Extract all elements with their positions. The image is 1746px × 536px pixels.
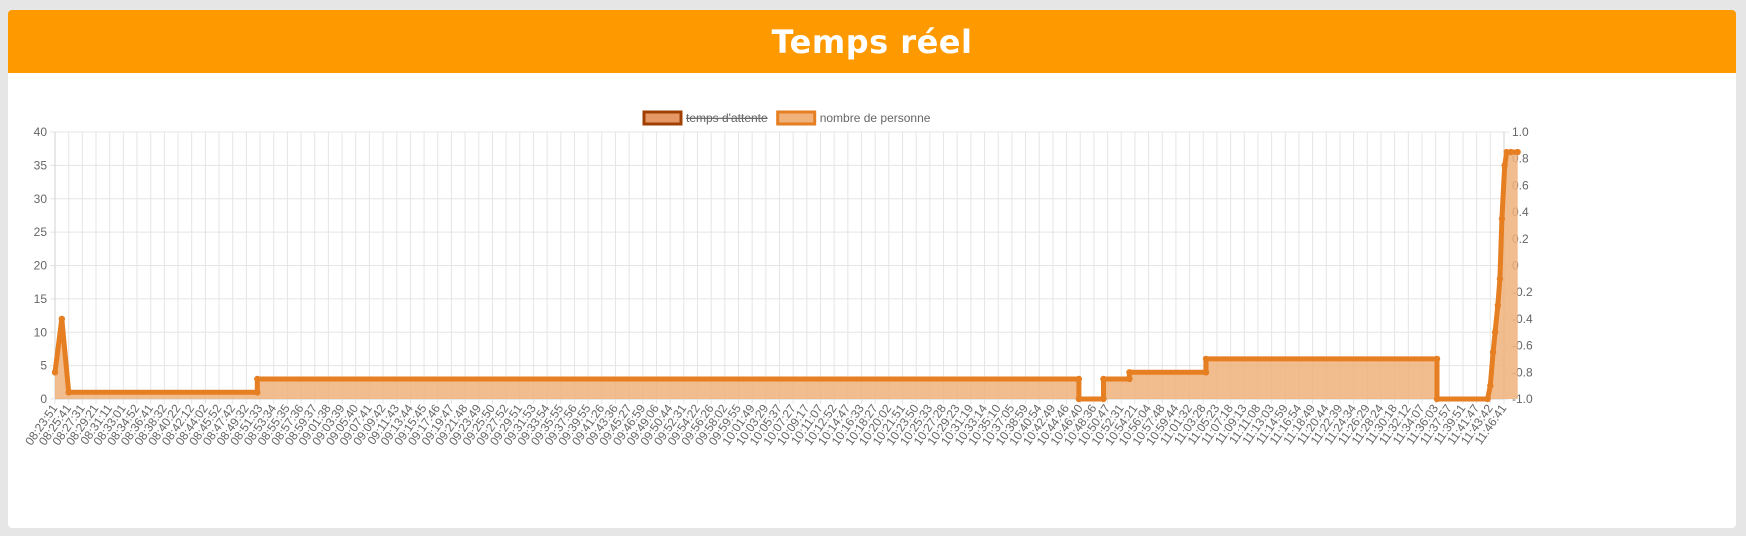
data-point[interactable] — [51, 369, 59, 376]
data-point[interactable] — [1433, 395, 1441, 403]
data-point[interactable] — [1501, 162, 1508, 169]
data-point[interactable] — [1498, 215, 1506, 222]
y-right-tick-label: 1.0 — [1512, 125, 1529, 139]
y-left-tick-label: 30 — [34, 192, 48, 206]
card-header: Temps réel — [8, 10, 1736, 73]
data-point[interactable] — [1484, 395, 1491, 403]
series-area-fill — [55, 152, 1518, 399]
legend-label-temps-attente[interactable]: temps d'attente — [686, 111, 768, 125]
data-point[interactable] — [1507, 148, 1515, 156]
y-left-tick-label: 20 — [34, 259, 48, 273]
legend-label-nombre-personne[interactable]: nombre de personne — [820, 111, 931, 125]
chart-card: Temps réel 0 5 10 15 20 25 30 35 40 -1.0 -0.8 -0.6-… — [8, 10, 1736, 528]
data-point[interactable] — [1126, 369, 1133, 376]
data-point[interactable] — [1487, 382, 1494, 389]
data-point[interactable] — [1489, 349, 1497, 356]
data-point[interactable] — [1100, 375, 1107, 383]
data-point[interactable] — [58, 315, 66, 323]
y-left-tick-label: 35 — [34, 158, 48, 172]
legend-swatch-nombre-personne[interactable] — [776, 110, 817, 126]
y-left-tick-label: 10 — [34, 325, 48, 339]
y-left-tick-label: 25 — [34, 225, 48, 239]
data-point[interactable] — [1514, 148, 1521, 156]
y-left-tick-label: 5 — [40, 359, 47, 373]
page-title: Temps réel — [771, 22, 973, 61]
data-point[interactable] — [254, 389, 261, 396]
data-point[interactable] — [1075, 375, 1083, 383]
data-point[interactable] — [1075, 395, 1083, 403]
y-left-tick-label: 15 — [34, 292, 48, 306]
data-point[interactable] — [1491, 329, 1499, 336]
y-left-tick-label: 40 — [34, 125, 48, 139]
data-point[interactable] — [1433, 355, 1441, 363]
data-point[interactable] — [1496, 275, 1504, 283]
data-point[interactable] — [254, 375, 261, 383]
data-point[interactable] — [1494, 302, 1502, 309]
data-point[interactable] — [1126, 375, 1133, 383]
realtime-line-chart: 0510152025303540-1.0-0.8-0.6-0.4-0.200.2… — [22, 110, 1533, 448]
data-point[interactable] — [1100, 395, 1107, 403]
y-left-tick-label: 0 — [40, 392, 47, 406]
data-point[interactable] — [1202, 355, 1210, 363]
legend-swatch-temps-attente[interactable] — [642, 110, 683, 126]
data-point[interactable] — [1202, 369, 1210, 376]
data-point[interactable] — [65, 389, 72, 396]
